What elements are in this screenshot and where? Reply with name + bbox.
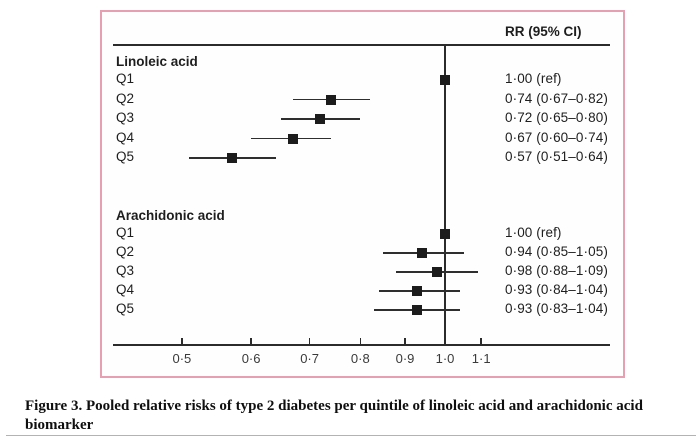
rr-value: 1·00 (ref) [505,71,562,86]
rr-point-marker [440,229,450,239]
quintile-label: Q4 [116,129,135,145]
quintile-label: Q4 [116,282,135,297]
quintile-label: Q2 [116,244,135,259]
group-label: Linoleic acid [116,54,198,69]
axis-tick-label: 1·0 [435,351,455,366]
axis-tick [250,338,252,344]
axis-tick-label: 0·9 [395,351,415,366]
axis-tick [181,338,183,344]
axis-tick [404,338,406,344]
header-separator-line [113,44,610,46]
rr-point-marker [412,286,423,296]
rr-value: 0·94 (0·85–1·05) [505,244,608,259]
axis-tick-label: 0·6 [241,351,261,366]
quintile-label: Q3 [116,263,135,278]
rr-point-marker [440,75,450,85]
axis-tick-label: 1·1 [471,351,491,366]
quintile-label: Q5 [116,149,135,164]
quintile-label: Q3 [116,110,135,125]
axis-tick [444,338,446,344]
rr-value: 0·74 (0·67–0·82) [505,90,608,106]
rr-value: 0·57 (0·51–0·64) [505,149,608,164]
group-label: Arachidonic acid [116,208,225,223]
axis-tick [359,338,362,344]
axis-tick [480,338,482,344]
rr-value: 0·98 (0·88–1·09) [505,263,608,278]
forest-plot-panel: RR (95% CI) Linoleic acid Q1 1·00 (ref) Q2 0… [100,10,625,378]
quintile-label: Q5 [116,301,135,316]
rr-point-marker [416,248,427,258]
reference-line [444,44,446,346]
axis-tick-label: 0·8 [350,351,370,366]
rr-point-marker [412,305,423,315]
rr-value: 1·00 (ref) [505,225,562,240]
quintile-label: Q2 [116,90,135,106]
axis-tick-label: 0·5 [172,351,192,366]
rr-value: 0·67 (0·60–0·74) [505,129,608,145]
rr-point-marker [287,133,298,144]
axis-tick [308,338,311,344]
x-axis-line [113,344,610,346]
quintile-label: Q1 [116,71,135,86]
rr-value: 0·93 (0·83–1·04) [505,301,608,316]
rr-value: 0·93 (0·84–1·04) [505,282,608,297]
figure-caption: Figure 3. Pooled relative risks of type … [25,398,643,433]
bottom-divider-rule [6,435,696,436]
axis-tick-label: 0·7 [300,351,319,366]
rr-value: 0·72 (0·65–0·80) [505,110,608,125]
rr-point-marker [226,153,237,163]
rr-point-marker [325,94,336,105]
quintile-label: Q1 [116,225,135,240]
rr-point-marker [432,267,443,277]
rr-point-marker [315,114,326,124]
rr-column-header: RR (95% CI) [505,24,582,39]
